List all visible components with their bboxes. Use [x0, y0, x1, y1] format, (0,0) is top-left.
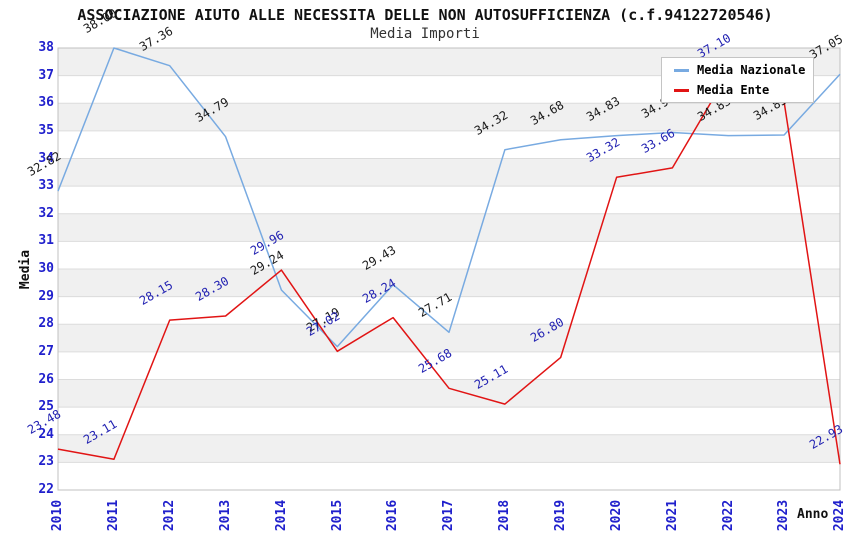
y-tick-label: 23 [38, 454, 54, 470]
x-tick-label: 2020 [609, 499, 625, 531]
y-tick-label: 36 [38, 95, 54, 111]
y-tick-label: 30 [38, 261, 54, 276]
legend-swatch-ente-icon [674, 88, 689, 92]
legend-label-media-nazionale: Media Nazionale [697, 63, 806, 77]
y-tick-label: 27 [38, 343, 54, 359]
chart-title: ASSOCIAZIONE AIUTO ALLE NECESSITA DELLE … [77, 6, 773, 24]
y-tick-label: 31 [38, 233, 54, 249]
x-tick-label: 2013 [218, 499, 234, 531]
y-tick-label: 33 [38, 178, 54, 194]
legend-item-media-ente: Media Ente [662, 83, 813, 98]
legend: Media Nazionale Media Ente [661, 57, 814, 103]
y-tick-label: 38 [38, 40, 54, 55]
x-tick-label: 2019 [553, 499, 569, 531]
x-tick-label: 2010 [50, 499, 66, 531]
y-tick-label: 26 [38, 371, 54, 387]
legend-label-media-ente: Media Ente [697, 83, 770, 97]
y-axis-title: Media [18, 249, 34, 290]
y-tick-label: 25 [38, 399, 54, 415]
x-tick-label: 2016 [385, 499, 401, 531]
y-tick-label: 28 [38, 316, 54, 332]
legend-swatch-nazionale-icon [674, 68, 689, 72]
legend-item-media-nazionale: Media Nazionale [662, 63, 813, 78]
series-line-media-ente [57, 72, 841, 465]
x-tick-label: 2012 [162, 499, 178, 531]
y-tick-label: 32 [38, 205, 54, 221]
x-tick-label: 2014 [273, 499, 289, 531]
chart-subtitle: Media Importi [370, 26, 480, 42]
x-tick-label: 2017 [441, 499, 457, 531]
x-tick-label: 2022 [720, 499, 736, 531]
y-tick-label: 34 [38, 150, 54, 166]
y-tick-label: 37 [38, 67, 54, 83]
x-axis-title: Anno [797, 507, 829, 522]
y-tick-label: 24 [38, 426, 54, 442]
y-tick-label: 35 [38, 122, 54, 138]
x-tick-label: 2011 [106, 499, 122, 531]
x-tick-label: 2015 [329, 499, 345, 531]
y-tick-label: 22 [38, 482, 54, 497]
series-line-media-nazionale [57, 47, 841, 348]
x-tick-label: 2018 [497, 499, 513, 531]
y-tick-label: 29 [38, 288, 54, 304]
x-tick-label: 2021 [664, 499, 680, 531]
